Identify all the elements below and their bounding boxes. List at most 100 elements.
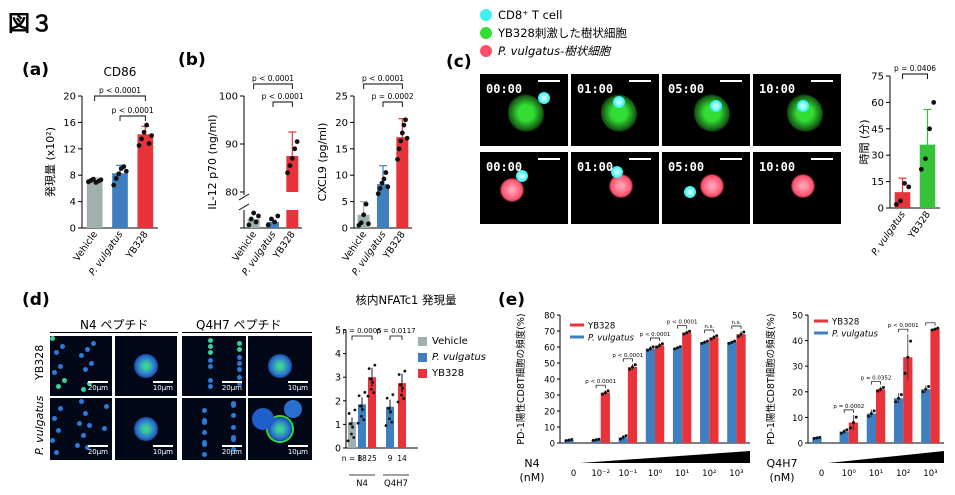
data-point (346, 439, 350, 443)
significance-bracket (677, 325, 688, 329)
data-point (401, 122, 407, 128)
p-value-label: p < 0.0001 (667, 320, 698, 326)
cell-dot (50, 336, 55, 341)
data-point (403, 369, 407, 373)
data-point (289, 156, 295, 161)
x-axis-label: (nM) (769, 471, 794, 484)
data-point (651, 345, 655, 349)
bar (893, 398, 904, 443)
cell-dot (85, 347, 90, 352)
cell-dot (54, 450, 59, 455)
bar (600, 392, 610, 443)
data-point (253, 219, 259, 225)
data-point (395, 156, 400, 162)
y-tick-label: 45 (871, 124, 884, 135)
data-point (361, 212, 367, 218)
scale-bar-label: 20μm (222, 445, 242, 456)
cell-dot (237, 347, 242, 352)
data-point (272, 219, 277, 225)
data-point (601, 392, 605, 396)
data-point (742, 330, 746, 334)
data-point (373, 363, 377, 367)
data-point (703, 340, 707, 344)
p-value-label: p < 0.0001 (640, 332, 671, 338)
data-point (357, 394, 361, 398)
row-label-yb328: YB328 (33, 344, 46, 380)
dc-red (700, 174, 724, 198)
y-tick-label: 10 (792, 414, 803, 424)
confocal-zoom-image: 10μm (115, 398, 177, 460)
data-point (727, 341, 731, 345)
bar (368, 377, 376, 448)
p-value-label: p = 0.0002 (833, 404, 864, 410)
y-tick-label: 0 (550, 440, 555, 450)
data-point (372, 391, 376, 395)
scale-bar-label: 10μm (153, 445, 173, 456)
bar (645, 348, 655, 443)
scale-bar-label: 10μm (288, 445, 308, 456)
data-point (367, 367, 371, 371)
data-point (736, 334, 740, 338)
y-axis-label: 発現量 (x10²) (43, 127, 57, 197)
data-point (269, 216, 274, 222)
data-point (377, 186, 383, 191)
x-tick-label: 10¹ (675, 469, 689, 479)
significance-bracket (871, 381, 881, 385)
p-value-label: p < 0.0001 (252, 74, 294, 83)
data-point (347, 412, 351, 415)
bar (709, 337, 719, 443)
data-point (352, 436, 356, 439)
bar (903, 357, 913, 443)
legend-item-pvulgatus: P. vulgatus (418, 349, 486, 365)
data-point (688, 329, 692, 333)
data-point (712, 335, 716, 339)
cell-dot (208, 358, 213, 363)
y-axis-label: PD-1陽性CD8T細胞の頻度(%) (765, 313, 777, 444)
p-value-label: p = 0.0406 (894, 64, 936, 73)
data-point (906, 355, 910, 359)
data-point (621, 435, 625, 439)
data-point (350, 432, 353, 436)
x-tick-label: 0 (819, 469, 824, 479)
data-point (396, 400, 400, 404)
p-value-label: p = 0.0005 (342, 327, 381, 335)
concentration-triangle (828, 451, 944, 463)
data-point (294, 139, 300, 144)
significance-bracket (119, 115, 146, 121)
y-tick-label: 50 (544, 360, 555, 370)
data-point (570, 438, 574, 442)
y-tick-label: 0 (335, 444, 341, 455)
confocal-image: 20μm (50, 336, 112, 396)
data-point (673, 347, 677, 351)
x-tick-label: 10¹ (869, 469, 883, 479)
data-point (933, 327, 937, 331)
axis-break (238, 203, 250, 211)
data-point (363, 201, 369, 207)
data-point (685, 331, 689, 335)
dc-green (694, 94, 730, 132)
p-value-label: p < 0.0001 (585, 379, 616, 385)
data-point (678, 345, 682, 349)
x-tick-label: YB328 (124, 229, 151, 261)
scale-bar (811, 158, 833, 160)
significance-bracket (650, 337, 660, 341)
confocal-image: 20μm (182, 398, 246, 460)
cell-dot (50, 438, 55, 443)
timelapse-image: 00:00 (480, 152, 568, 224)
bar (812, 437, 822, 443)
cell-dot (58, 364, 63, 369)
timestamp: 00:00 (486, 82, 523, 96)
legend-item-yb328-dc: YB328刺激した樹状細胞 (480, 24, 627, 42)
data-point (839, 431, 843, 435)
data-point (265, 222, 271, 228)
data-point (116, 171, 122, 177)
tcell-cyan (538, 92, 550, 104)
data-point (899, 393, 903, 397)
data-point (705, 339, 709, 343)
data-point (360, 414, 363, 418)
n-label: n = 8 (342, 454, 363, 463)
cell-dot (237, 355, 242, 360)
legend-label: YB328 (831, 318, 859, 328)
data-point (606, 389, 610, 393)
y-tick-label: 15 (335, 144, 348, 155)
